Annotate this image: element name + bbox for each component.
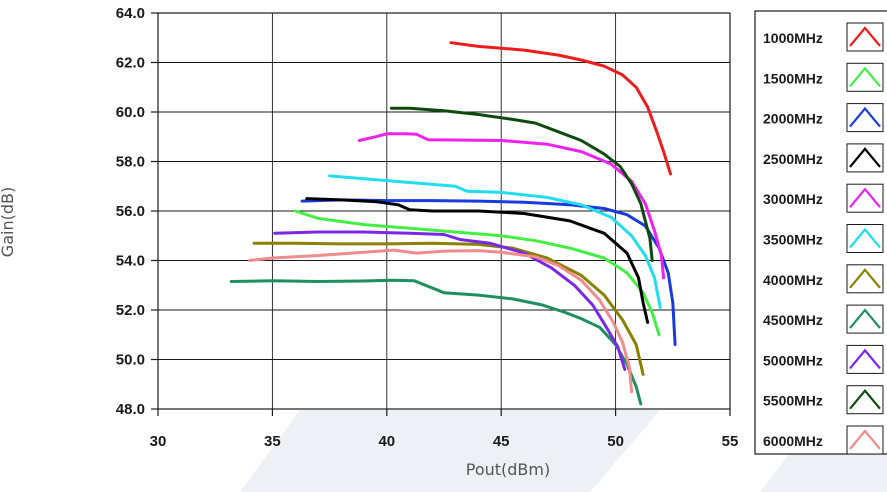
series-line-5500MHz xyxy=(389,106,654,262)
x-tick-label: 45 xyxy=(493,433,510,450)
y-tick-label: 52.0 xyxy=(116,302,145,319)
legend-marker xyxy=(849,66,881,88)
legend-marker xyxy=(849,429,881,450)
series-line-1000MHz xyxy=(449,41,672,176)
y-tick-label: 64.0 xyxy=(116,5,145,22)
y-tick-label: 50.0 xyxy=(116,352,145,369)
legend-marker xyxy=(849,26,881,47)
y-tick-label: 48.0 xyxy=(116,401,145,418)
legend-label: 4000MHz xyxy=(763,272,823,288)
series-line-6000MHz xyxy=(248,248,634,394)
y-tick-label: 58.0 xyxy=(116,154,145,171)
legend-marker xyxy=(849,147,881,168)
series-lines xyxy=(229,41,677,406)
y-tick-label: 60.0 xyxy=(116,104,145,121)
legend-label: 6000MHz xyxy=(763,433,823,449)
legend-marker xyxy=(849,348,881,370)
axis-ticks: 30 35 40 45 50 55 48.0 50.0 52.0 54.0 56.0 58.0 60.0… xyxy=(116,5,739,450)
series-line-4000MHz xyxy=(252,241,645,376)
legend-label: 4500MHz xyxy=(763,312,823,328)
legend: 1000MHz 1500MHz 2000MHz 2500MHz 3000MHz 3500M… xyxy=(754,10,887,455)
y-axis-label: Gain(dB) xyxy=(0,187,17,257)
legend-marker xyxy=(849,106,881,128)
y-tick-label: 56.0 xyxy=(116,203,145,220)
x-tick-label: 35 xyxy=(264,433,281,450)
series-line-1500MHz xyxy=(293,209,661,337)
legend-marker xyxy=(849,187,881,208)
series-line-3500MHz xyxy=(328,174,662,309)
series-line-5000MHz xyxy=(273,230,627,371)
y-tick-label: 54.0 xyxy=(116,253,145,270)
y-tick-label: 62.0 xyxy=(116,55,145,72)
legend-marker xyxy=(849,308,881,329)
legend-label: 3500MHz xyxy=(763,232,823,248)
x-axis-label: Pout(dBm) xyxy=(466,460,550,479)
x-tick-label: 50 xyxy=(607,433,624,450)
legend-marker xyxy=(849,388,881,410)
legend-marker xyxy=(849,268,881,289)
x-tick-label: 40 xyxy=(378,433,395,450)
series-line-2500MHz xyxy=(305,197,650,324)
x-tick-label: 30 xyxy=(150,433,167,450)
series-line-3000MHz xyxy=(357,132,666,280)
legend-label: 2500MHz xyxy=(763,151,823,167)
legend-label: 5500MHz xyxy=(763,393,823,409)
legend-label: 1000MHz xyxy=(763,30,823,46)
legend-marker xyxy=(849,227,881,249)
legend-label: 2000MHz xyxy=(763,111,823,127)
legend-label: 3000MHz xyxy=(763,191,823,207)
legend-swatch xyxy=(846,103,884,133)
legend-label: 1500MHz xyxy=(763,70,823,86)
legend-label: 5000MHz xyxy=(763,352,823,368)
x-tick-label: 55 xyxy=(722,433,739,450)
